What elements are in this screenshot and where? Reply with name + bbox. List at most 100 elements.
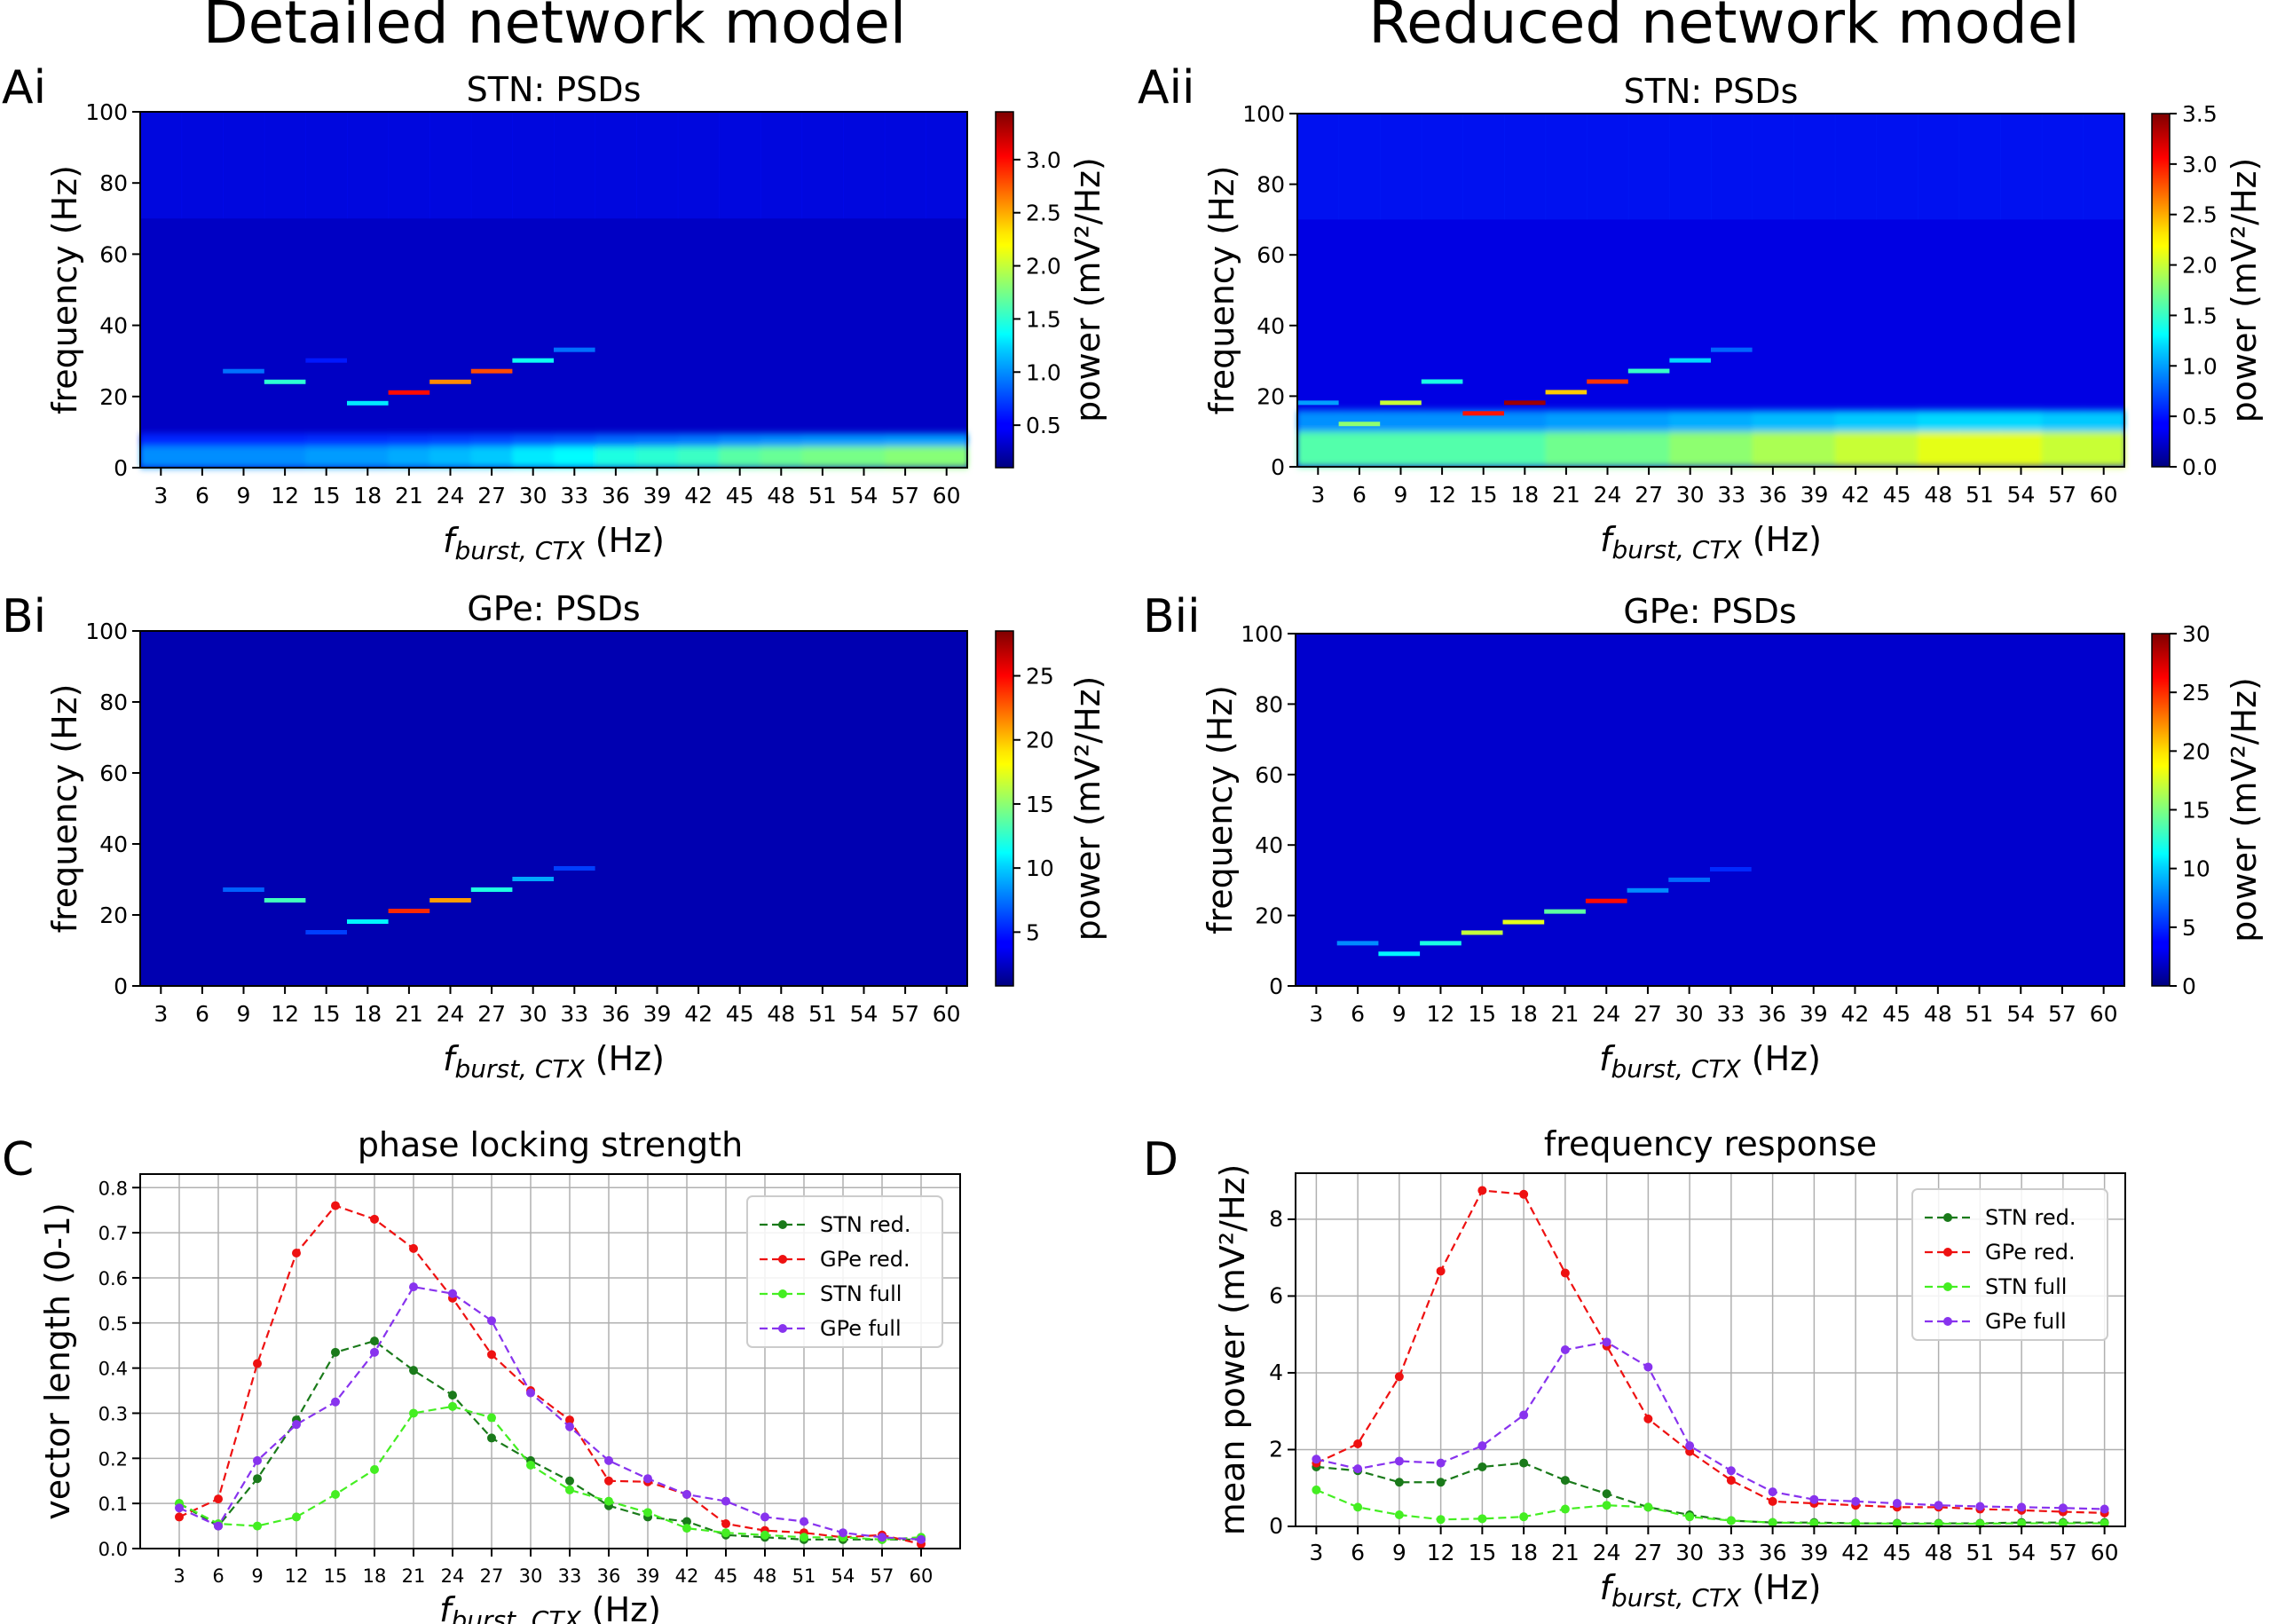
data-point — [1519, 1458, 1529, 1468]
colorbar — [2151, 633, 2171, 987]
psd-peak-mark — [1420, 941, 1462, 946]
data-point — [1394, 1372, 1404, 1382]
heatmap-noise-cell — [1380, 114, 1422, 220]
x-tick-label: 42 — [1841, 1540, 1870, 1565]
low-band-edge — [1876, 410, 1919, 432]
data-point — [1477, 1514, 1487, 1524]
x-tick-label: 3 — [154, 1001, 168, 1027]
x-tick-label: 39 — [636, 1565, 660, 1587]
data-point — [331, 1201, 340, 1210]
data-point — [370, 1347, 379, 1357]
data-point — [1726, 1466, 1736, 1476]
panel-title: phase locking strength — [358, 1125, 743, 1164]
legend-marker — [1943, 1317, 1952, 1326]
x-tick-label: 33 — [1716, 1001, 1745, 1027]
colorbar-tick-label: 1.5 — [1026, 306, 1061, 332]
x-tick-label: 6 — [212, 1565, 224, 1587]
data-point — [214, 1521, 223, 1531]
low-band-cell — [429, 445, 472, 468]
x-tick-label: 48 — [1925, 1540, 1953, 1565]
psd-peak-mark — [1587, 379, 1628, 384]
low-band-edge — [1711, 410, 1753, 432]
x-tick-label: 30 — [1676, 482, 1705, 508]
low-band-cell — [1545, 431, 1588, 467]
low-band-edge — [1338, 410, 1382, 432]
y-tick-label: 0.0 — [98, 1539, 128, 1560]
low-band-edge — [181, 433, 225, 446]
colorbar-tick-label: 3.5 — [2182, 101, 2218, 127]
data-point — [604, 1455, 613, 1465]
y-tick-label: 0 — [1269, 1513, 1283, 1539]
x-tick-label: 51 — [808, 1001, 837, 1027]
low-band-edge — [884, 433, 927, 446]
x-tick-label: 45 — [1883, 482, 1911, 508]
psd-peak-mark — [1668, 877, 1710, 882]
x-tick-label: 12 — [1428, 482, 1456, 508]
series-line — [178, 1285, 922, 1541]
x-tick-label: 21 — [1551, 1001, 1580, 1027]
y-tick-label: 0 — [1271, 454, 1285, 480]
x-tick-label: 15 — [312, 483, 341, 508]
x-tick-label: 9 — [237, 483, 251, 508]
x-tick-label: 27 — [477, 1001, 506, 1027]
data-point — [526, 1460, 535, 1470]
data-point — [565, 1476, 574, 1486]
y-tick-label: 0.6 — [98, 1268, 128, 1289]
x-tick-label: 12 — [271, 1001, 299, 1027]
x-tick-label: 54 — [831, 1565, 855, 1587]
psd-peak-mark — [1461, 930, 1503, 935]
low-band-cell — [760, 445, 803, 468]
low-band-edge — [636, 433, 679, 446]
low-band-cell — [801, 445, 845, 468]
x-axis-label: fburst, CTX (Hz) — [1600, 1568, 1822, 1612]
low-band-cell — [926, 445, 968, 468]
x-tick-label: 42 — [1841, 482, 1870, 508]
data-point — [604, 1476, 613, 1486]
y-tick-label: 0.3 — [98, 1403, 128, 1424]
x-tick-label: 39 — [1800, 1540, 1828, 1565]
x-tick-label: 18 — [1509, 1540, 1538, 1565]
heatmap-noise-cell — [801, 112, 844, 219]
panel-title: GPe: PSDs — [1623, 592, 1796, 631]
data-point — [1436, 1266, 1446, 1276]
low-band-cell — [1462, 431, 1505, 467]
y-tick-label: 60 — [1255, 762, 1283, 788]
data-point — [292, 1512, 301, 1522]
legend-entry-label: GPe full — [1985, 1309, 2067, 1334]
psd-peak-mark — [305, 930, 347, 934]
y-axis-label: frequency (Hz) — [1201, 685, 1240, 934]
x-tick-label: 48 — [767, 483, 795, 508]
x-tick-label: 15 — [1468, 1540, 1496, 1565]
colorbar-label: power (mV²/Hz) — [2225, 158, 2264, 423]
heatmap-noise-cell — [1793, 114, 1836, 220]
heatmap-noise-cell — [1752, 114, 1794, 220]
legend-box — [1911, 1188, 2108, 1341]
x-tick-label: 27 — [1634, 1540, 1662, 1565]
data-point — [487, 1350, 496, 1360]
low-band-edge — [1793, 410, 1836, 432]
colorbar-tick-label: 20 — [1026, 728, 1054, 753]
data-point — [565, 1415, 574, 1425]
series-line — [1315, 1488, 2105, 1525]
data-point — [253, 1359, 262, 1368]
colorbar-tick-label: 25 — [2182, 680, 2210, 706]
psd-peak-mark — [554, 866, 595, 871]
data-point — [1768, 1496, 1777, 1506]
x-tick-label: 27 — [480, 1565, 504, 1587]
x-tick-label: 15 — [1468, 1001, 1496, 1027]
x-tick-label: 48 — [1924, 1001, 1952, 1027]
legend-entry-label: STN full — [820, 1281, 902, 1306]
x-tick-label: 15 — [1469, 482, 1498, 508]
low-band-edge — [1752, 410, 1795, 432]
low-band-edge — [512, 433, 555, 446]
x-tick-label: 57 — [2048, 482, 2076, 508]
colorbar — [2151, 113, 2171, 468]
low-band-edge — [264, 433, 307, 446]
x-tick-label: 57 — [891, 1001, 919, 1027]
low-band-cell — [1297, 431, 1340, 467]
x-tick-label: 24 — [1593, 1540, 1621, 1565]
psd-peak-mark — [305, 358, 347, 363]
